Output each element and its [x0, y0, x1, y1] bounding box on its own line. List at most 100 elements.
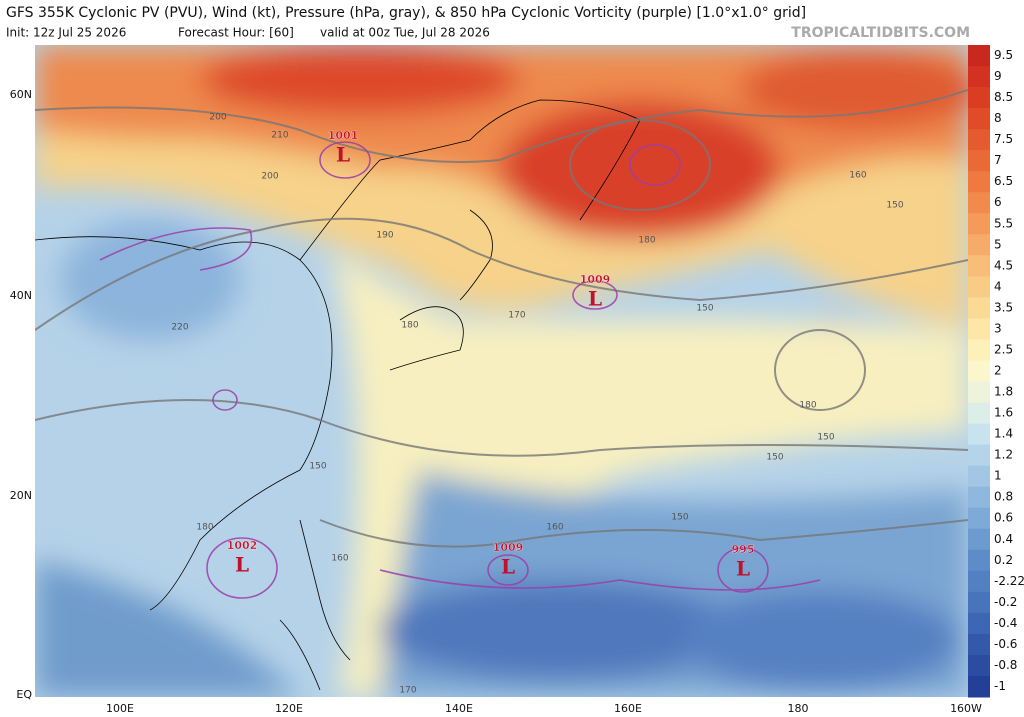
- colorbar-label: 6: [994, 195, 1002, 209]
- contour-label: 150: [817, 433, 834, 443]
- colorbar-label: 9.5: [994, 48, 1013, 62]
- brand: TROPICALTIDBITS.COM: [791, 25, 970, 41]
- colorbar-swatch: [968, 465, 990, 488]
- colorbar-swatch: [968, 171, 990, 193]
- colorbar-label: 1.6: [994, 406, 1013, 420]
- colorbar-swatch: [968, 276, 990, 298]
- contour-label: 150: [696, 304, 713, 314]
- contour-label: 180: [196, 523, 213, 533]
- colorbar-label: 0.2: [994, 553, 1013, 567]
- colorbar-swatch: [968, 423, 990, 446]
- colorbar-label: 5: [994, 237, 1002, 251]
- colorbar-label: 4: [994, 279, 1002, 293]
- lon-label: 160W: [950, 702, 982, 715]
- contour-label: 160: [331, 554, 348, 564]
- valid-time: valid at 00z Tue, Jul 28 2026: [320, 26, 490, 40]
- lat-label: 20N: [10, 489, 32, 502]
- colorbar-label: -2.22: [994, 574, 1024, 588]
- colorbar-swatch: [968, 570, 990, 593]
- colorbar-swatch: [968, 66, 990, 88]
- colorbar-swatch: [968, 444, 990, 467]
- colorbar-label: 7.5: [994, 132, 1013, 146]
- colorbar-swatch: [968, 549, 990, 572]
- colorbar-swatch: [968, 528, 990, 551]
- low-pressure: 1009: [493, 541, 524, 554]
- lat-label: 60N: [10, 88, 32, 101]
- colorbar-label: 0.6: [994, 511, 1013, 525]
- contour-label: 170: [399, 686, 416, 696]
- low-pressure: 1002: [227, 539, 258, 552]
- colorbar-label: 8.5: [994, 90, 1013, 104]
- title: GFS 355K Cyclonic PV (PVU), Wind (kt), P…: [6, 5, 806, 21]
- colorbar: 9.5 9 8.5 8 7.5 7 6.5 6 5.5 5 4.5 4 3.5 3 2.5 2 1.8 1.6 1.…: [968, 45, 1024, 698]
- colorbar-label: 1: [994, 469, 1002, 483]
- colorbar-swatch: [968, 192, 990, 214]
- low-marker: L: [501, 555, 515, 579]
- colorbar-swatch: [968, 507, 990, 530]
- colorbar-label: -1: [994, 679, 1006, 693]
- colorbar-label: -0.6: [994, 637, 1017, 651]
- colorbar-label: 1.4: [994, 427, 1013, 441]
- contour-label: 170: [508, 311, 525, 321]
- colorbar-swatch: [968, 318, 990, 340]
- colorbar-swatch: [968, 297, 990, 319]
- colorbar-swatch: [968, 675, 990, 698]
- colorbar-swatch: [968, 108, 990, 130]
- contour-label: 150: [309, 462, 326, 472]
- init: Init: 12z Jul 25 2026: [6, 26, 126, 40]
- low-marker: L: [336, 143, 350, 167]
- contour-label: 180: [638, 236, 655, 246]
- lon-label: 100E: [106, 702, 134, 715]
- colorbar-swatch: [968, 612, 990, 635]
- colorbar-label: 0.8: [994, 490, 1013, 504]
- colorbar-swatch: [968, 129, 990, 151]
- colorbar-label: 3: [994, 321, 1002, 335]
- colorbar-swatch: [968, 654, 990, 677]
- contour-label: 200: [209, 113, 226, 123]
- colorbar-swatch: [968, 339, 990, 361]
- colorbar-swatch: [968, 402, 990, 425]
- forecast-hour: Forecast Hour: [60]: [178, 26, 294, 40]
- lat-label: 40N: [10, 289, 32, 302]
- colorbar-swatch: [968, 486, 990, 509]
- lon-label: 160E: [614, 702, 642, 715]
- contour-label: 160: [849, 171, 866, 181]
- colorbar-swatch: [968, 633, 990, 656]
- colorbar-swatch: [968, 381, 990, 404]
- colorbar-label: 5.5: [994, 216, 1013, 230]
- map: [35, 45, 968, 697]
- lon-label: 140E: [445, 702, 473, 715]
- colorbar-label: -0.2: [994, 595, 1017, 609]
- contour-label: 200: [261, 172, 278, 182]
- contour-label: 210: [271, 131, 288, 141]
- lon-label: 120E: [275, 702, 303, 715]
- contour-label: 220: [171, 323, 188, 333]
- colorbar-label: 1.2: [994, 448, 1013, 462]
- colorbar-swatch: [968, 591, 990, 614]
- colorbar-swatch: [968, 45, 990, 67]
- contour-label: 150: [766, 453, 783, 463]
- colorbar-swatch: [968, 360, 990, 383]
- colorbar-label: 7: [994, 153, 1002, 167]
- colorbar-label: 6.5: [994, 174, 1013, 188]
- colorbar-swatch: [968, 234, 990, 256]
- colorbar-swatch: [968, 87, 990, 109]
- colorbar-label: 9: [994, 69, 1002, 83]
- low-marker: L: [235, 553, 249, 577]
- colorbar-label: 0.4: [994, 532, 1013, 546]
- colorbar-label: 2: [994, 364, 1002, 378]
- low-marker: L: [736, 557, 750, 581]
- contour-label: 190: [376, 231, 393, 241]
- colorbar-swatch: [968, 255, 990, 277]
- low-pressure: 1009: [580, 273, 611, 286]
- contour-label: 180: [799, 401, 816, 411]
- colorbar-label: 1.8: [994, 385, 1013, 399]
- lat-label: EQ: [16, 688, 32, 701]
- colorbar-label: 4.5: [994, 258, 1013, 272]
- colorbar-label: 2.5: [994, 342, 1013, 356]
- low-pressure: 1001: [328, 129, 359, 142]
- contour-label: 180: [401, 321, 418, 331]
- contour-label: 160: [546, 523, 563, 533]
- colorbar-swatch: [968, 213, 990, 235]
